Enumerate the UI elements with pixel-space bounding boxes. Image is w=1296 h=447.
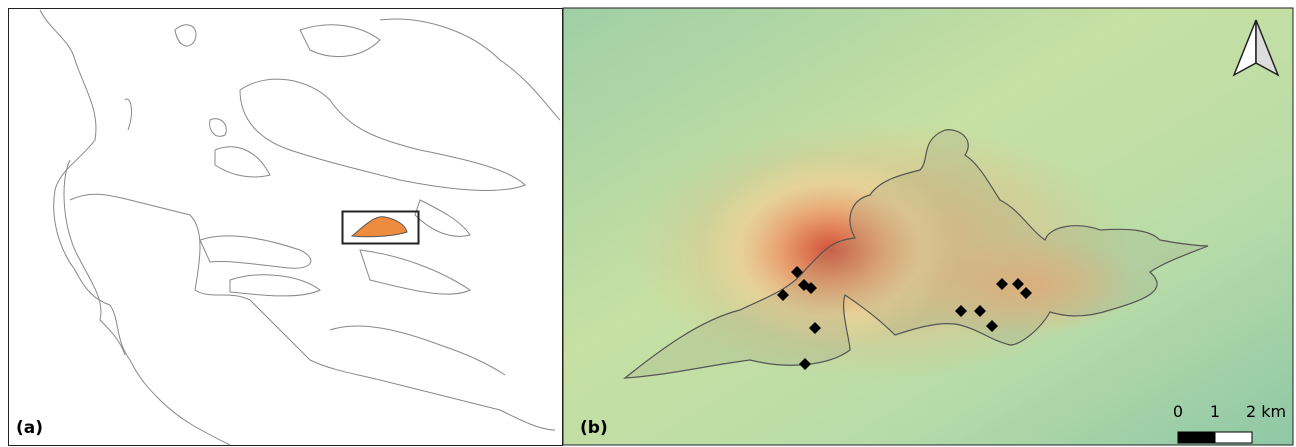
panel-label: (a): [16, 418, 43, 438]
scale-label: 2 km: [1246, 402, 1286, 421]
panel-b: 0 1 2 km (b): [563, 8, 1293, 445]
scale-label: 1: [1210, 402, 1220, 421]
scale-segment: [1215, 432, 1252, 443]
panel-frame: [9, 9, 563, 446]
page: (a) 0 1 2 km (b) (() => { const data = J…: [0, 0, 1296, 447]
figure: (a) 0 1 2 km (b): [0, 0, 1296, 447]
panel-label: (b): [580, 418, 608, 438]
scale-segment: [1178, 432, 1215, 443]
panel-a: (a): [9, 9, 563, 446]
scale-label: 0: [1173, 402, 1183, 421]
